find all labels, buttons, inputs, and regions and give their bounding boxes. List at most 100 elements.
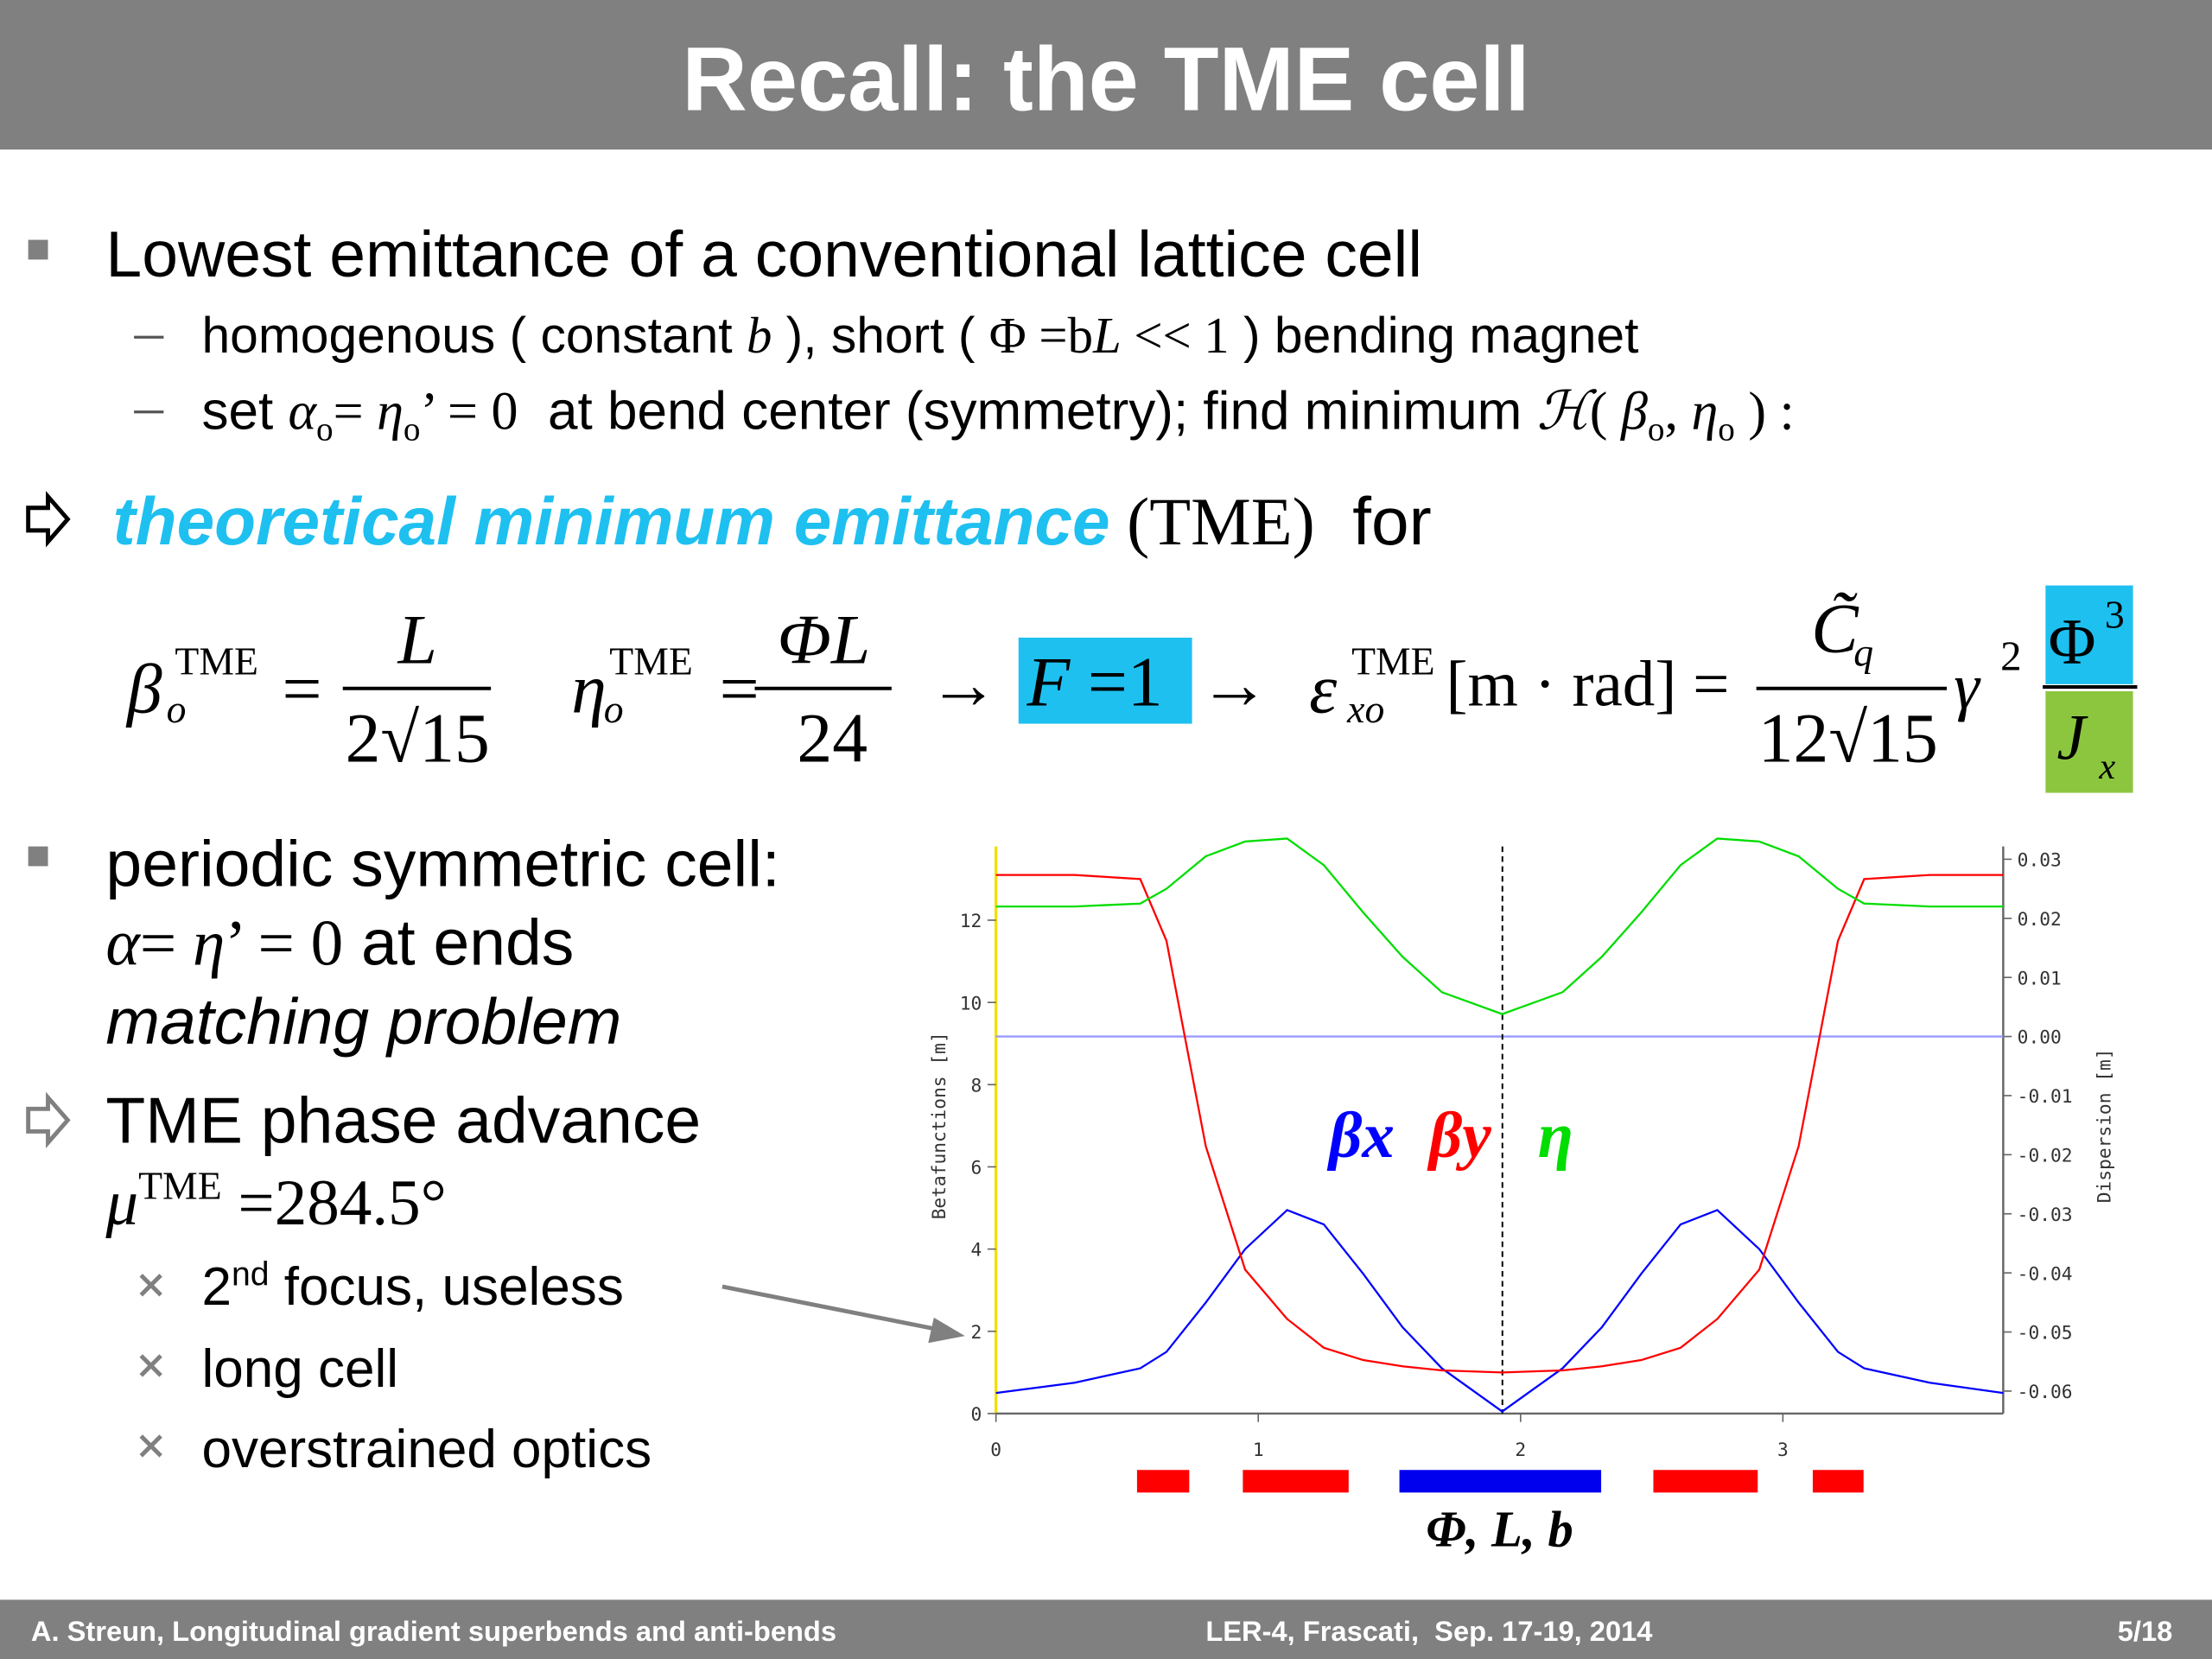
math: η [571, 649, 607, 728]
y2-tick-label: 0.00 [2018, 1027, 2062, 1049]
highlight-box [1018, 637, 1192, 724]
sub-bullet: 2nd focus, useless [201, 1255, 623, 1317]
superscript: nd [232, 1255, 270, 1293]
math-sub: o [316, 410, 334, 448]
x-tick-label: 3 [1777, 1440, 1789, 1461]
pointer-arrow-head [928, 1317, 965, 1344]
math: L [1092, 308, 1122, 364]
math-sup: TME [609, 639, 692, 683]
text: homogenous ( constant [201, 308, 746, 364]
cross-marker [139, 1354, 162, 1377]
y-tick-label: 2 [971, 1322, 982, 1344]
math: μTME =284.5° [105, 1164, 446, 1239]
conclusion: theoretical minimum emittance (TME) for [113, 483, 1432, 559]
text: at bend center (symmetry); find minimum [518, 381, 1537, 441]
math-sub: o [1718, 410, 1735, 448]
math: → [928, 645, 999, 724]
math: 24 [797, 699, 868, 778]
math: = [334, 382, 378, 441]
math: ℋ [1537, 382, 1598, 441]
text: for [1315, 483, 1432, 559]
math: F [1027, 642, 1071, 721]
math: 12√15 [1758, 699, 1938, 778]
formula: β TME o = L 2√15 η TME o = ΦL 24 → F =1 … [125, 585, 2138, 793]
math: =1 [1070, 642, 1162, 721]
y2-tick-label: -0.06 [2018, 1382, 2073, 1403]
footer-right: 5/18 [2118, 1615, 2173, 1647]
y-tick-label: 8 [971, 1075, 982, 1096]
y2-tick-label: 0.03 [2018, 850, 2062, 872]
sub-bullet: long cell [201, 1339, 398, 1399]
math: J [2056, 702, 2088, 773]
arrow-marker [26, 1091, 71, 1148]
y2-tick-label: -0.05 [2018, 1323, 2073, 1344]
math: C̃ [1811, 588, 1859, 667]
y2-tick-label: -0.01 [2018, 1086, 2073, 1108]
math: = [283, 649, 322, 728]
plot: 0 1 2 3024681012-0.06-0.05-0.04-0.03-0.02-0… [929, 837, 2115, 1557]
highlight: theoretical minimum emittance [113, 483, 1110, 559]
legend-label: βy [1427, 1100, 1491, 1172]
cross-marker [139, 1434, 162, 1458]
y2-tick-label: 0.01 [2018, 968, 2062, 989]
series-line [995, 874, 2004, 1374]
math: = [140, 908, 193, 980]
y2-tick-label: -0.03 [2018, 1205, 2073, 1226]
text: focus, useless [270, 1257, 624, 1317]
math-sup: 2 [2000, 632, 2021, 680]
footer-bar [0, 1599, 2212, 1659]
math-sub: o [604, 687, 624, 731]
math: = [720, 649, 760, 728]
math-sub: o [1648, 410, 1665, 448]
x-tick-label: 0 [990, 1440, 1001, 1461]
y-tick-label: 12 [960, 911, 982, 932]
math: L [397, 600, 437, 678]
pointer-arrow [721, 1284, 944, 1332]
y-tick-label: 6 [971, 1158, 982, 1179]
y2-tick-label: 0.02 [2018, 909, 2062, 931]
bullet-text: TME phase advance [105, 1084, 701, 1156]
x-tick-label: 2 [1515, 1440, 1526, 1461]
math: μ [105, 1167, 138, 1239]
bullet-text: Lowest emittance of a conventional latti… [105, 218, 1422, 290]
y-axis-label: Betafunctions [m] [929, 1032, 950, 1219]
bullet-marker [28, 846, 48, 867]
math-sub: q [1853, 631, 1873, 675]
magnet [1653, 1470, 1758, 1493]
text: ), short ( [772, 308, 988, 364]
y2-tick-label: -0.02 [2018, 1146, 2073, 1167]
sub-bullet: set αo= ηo’ = 0 at bend center (symmetry… [201, 381, 1794, 448]
math-sub: o [404, 410, 421, 448]
magnet [1812, 1470, 1864, 1493]
math: b [747, 308, 772, 364]
cross-marker [139, 1274, 162, 1297]
math: F =1 [1027, 642, 1163, 721]
math: α [105, 908, 141, 980]
bullet-text: periodic symmetric cell: [105, 827, 779, 899]
y2-tick-label: -0.04 [2018, 1263, 2073, 1285]
math-sub: o [167, 687, 187, 731]
math: → [1199, 645, 1270, 724]
math: ’ = 0 [420, 382, 518, 441]
math: 2√15 [346, 699, 490, 778]
magnet-label: Φ, L, b [1426, 1501, 1573, 1557]
series-line [995, 1209, 2004, 1413]
bullet-text: matching problem [105, 985, 621, 1058]
math: γ [1954, 652, 1981, 723]
legend-label: η [1538, 1100, 1573, 1172]
bullet-text: α= η’ = 0 at ends [105, 906, 574, 980]
footer-left: A. Streun, Longitudinal gradient superbe… [31, 1615, 836, 1647]
text: 2 [201, 1257, 232, 1317]
magnet [1136, 1470, 1190, 1493]
slide-title: Recall: the TME cell [682, 29, 1529, 130]
math: η [193, 908, 225, 980]
math-sub: xo [1346, 687, 1384, 731]
math: ) : [1735, 382, 1795, 441]
text: ) bending magnet [1230, 308, 1639, 364]
y-tick-label: 10 [960, 993, 982, 1014]
y2-axis-label: Dispersion [m] [2094, 1048, 2115, 1203]
math: Φ =b [989, 308, 1093, 364]
text: set [201, 381, 288, 441]
y-tick-label: 4 [971, 1240, 982, 1262]
